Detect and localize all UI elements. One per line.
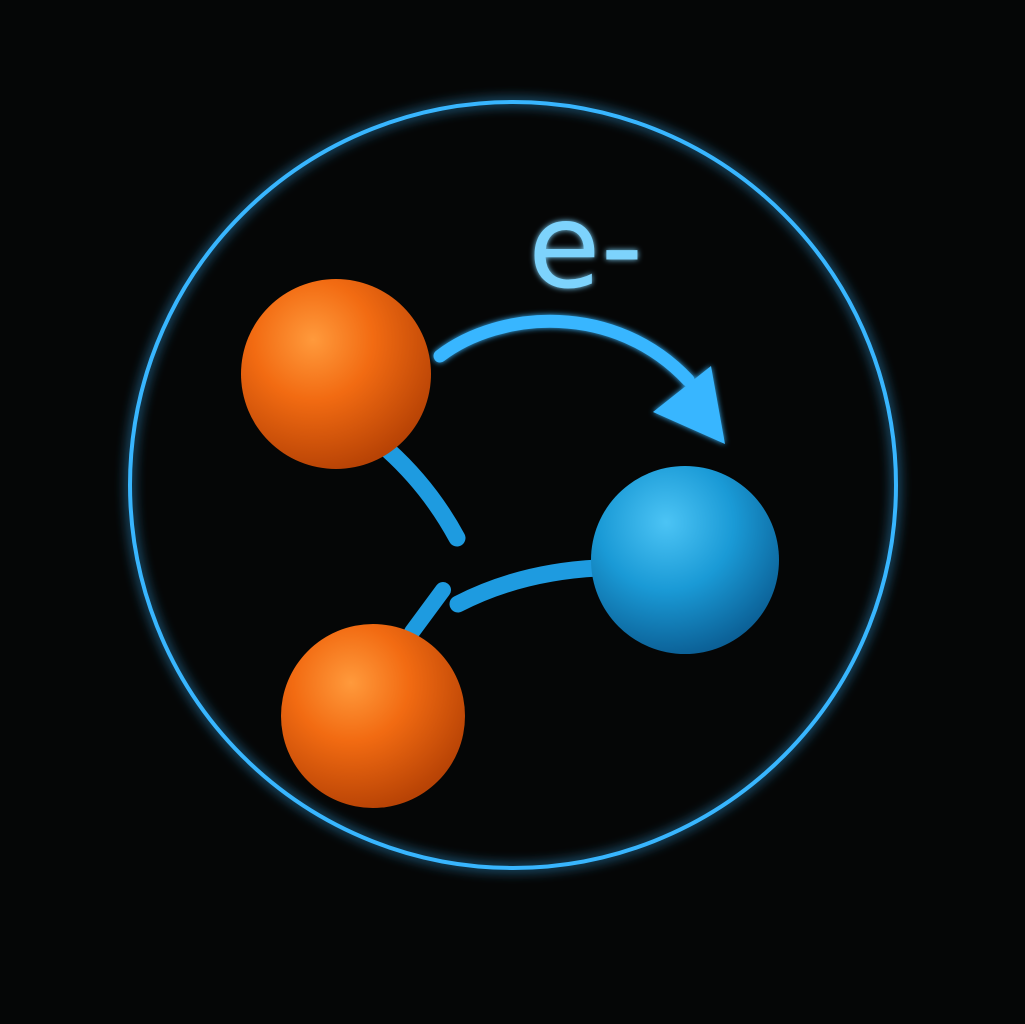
arrow-head <box>653 366 725 444</box>
bond-lower-left <box>404 582 451 640</box>
boundary-circle <box>128 100 898 870</box>
curved-arrow-icon <box>433 314 725 444</box>
electron-label: e- <box>528 177 643 315</box>
orange-atom-top <box>241 279 431 469</box>
arrow-shaft <box>433 314 695 387</box>
bond-lower-right <box>449 559 607 613</box>
orange-atom-bottom <box>281 624 465 808</box>
blue-atom <box>591 466 779 654</box>
bond-upper <box>379 441 466 547</box>
